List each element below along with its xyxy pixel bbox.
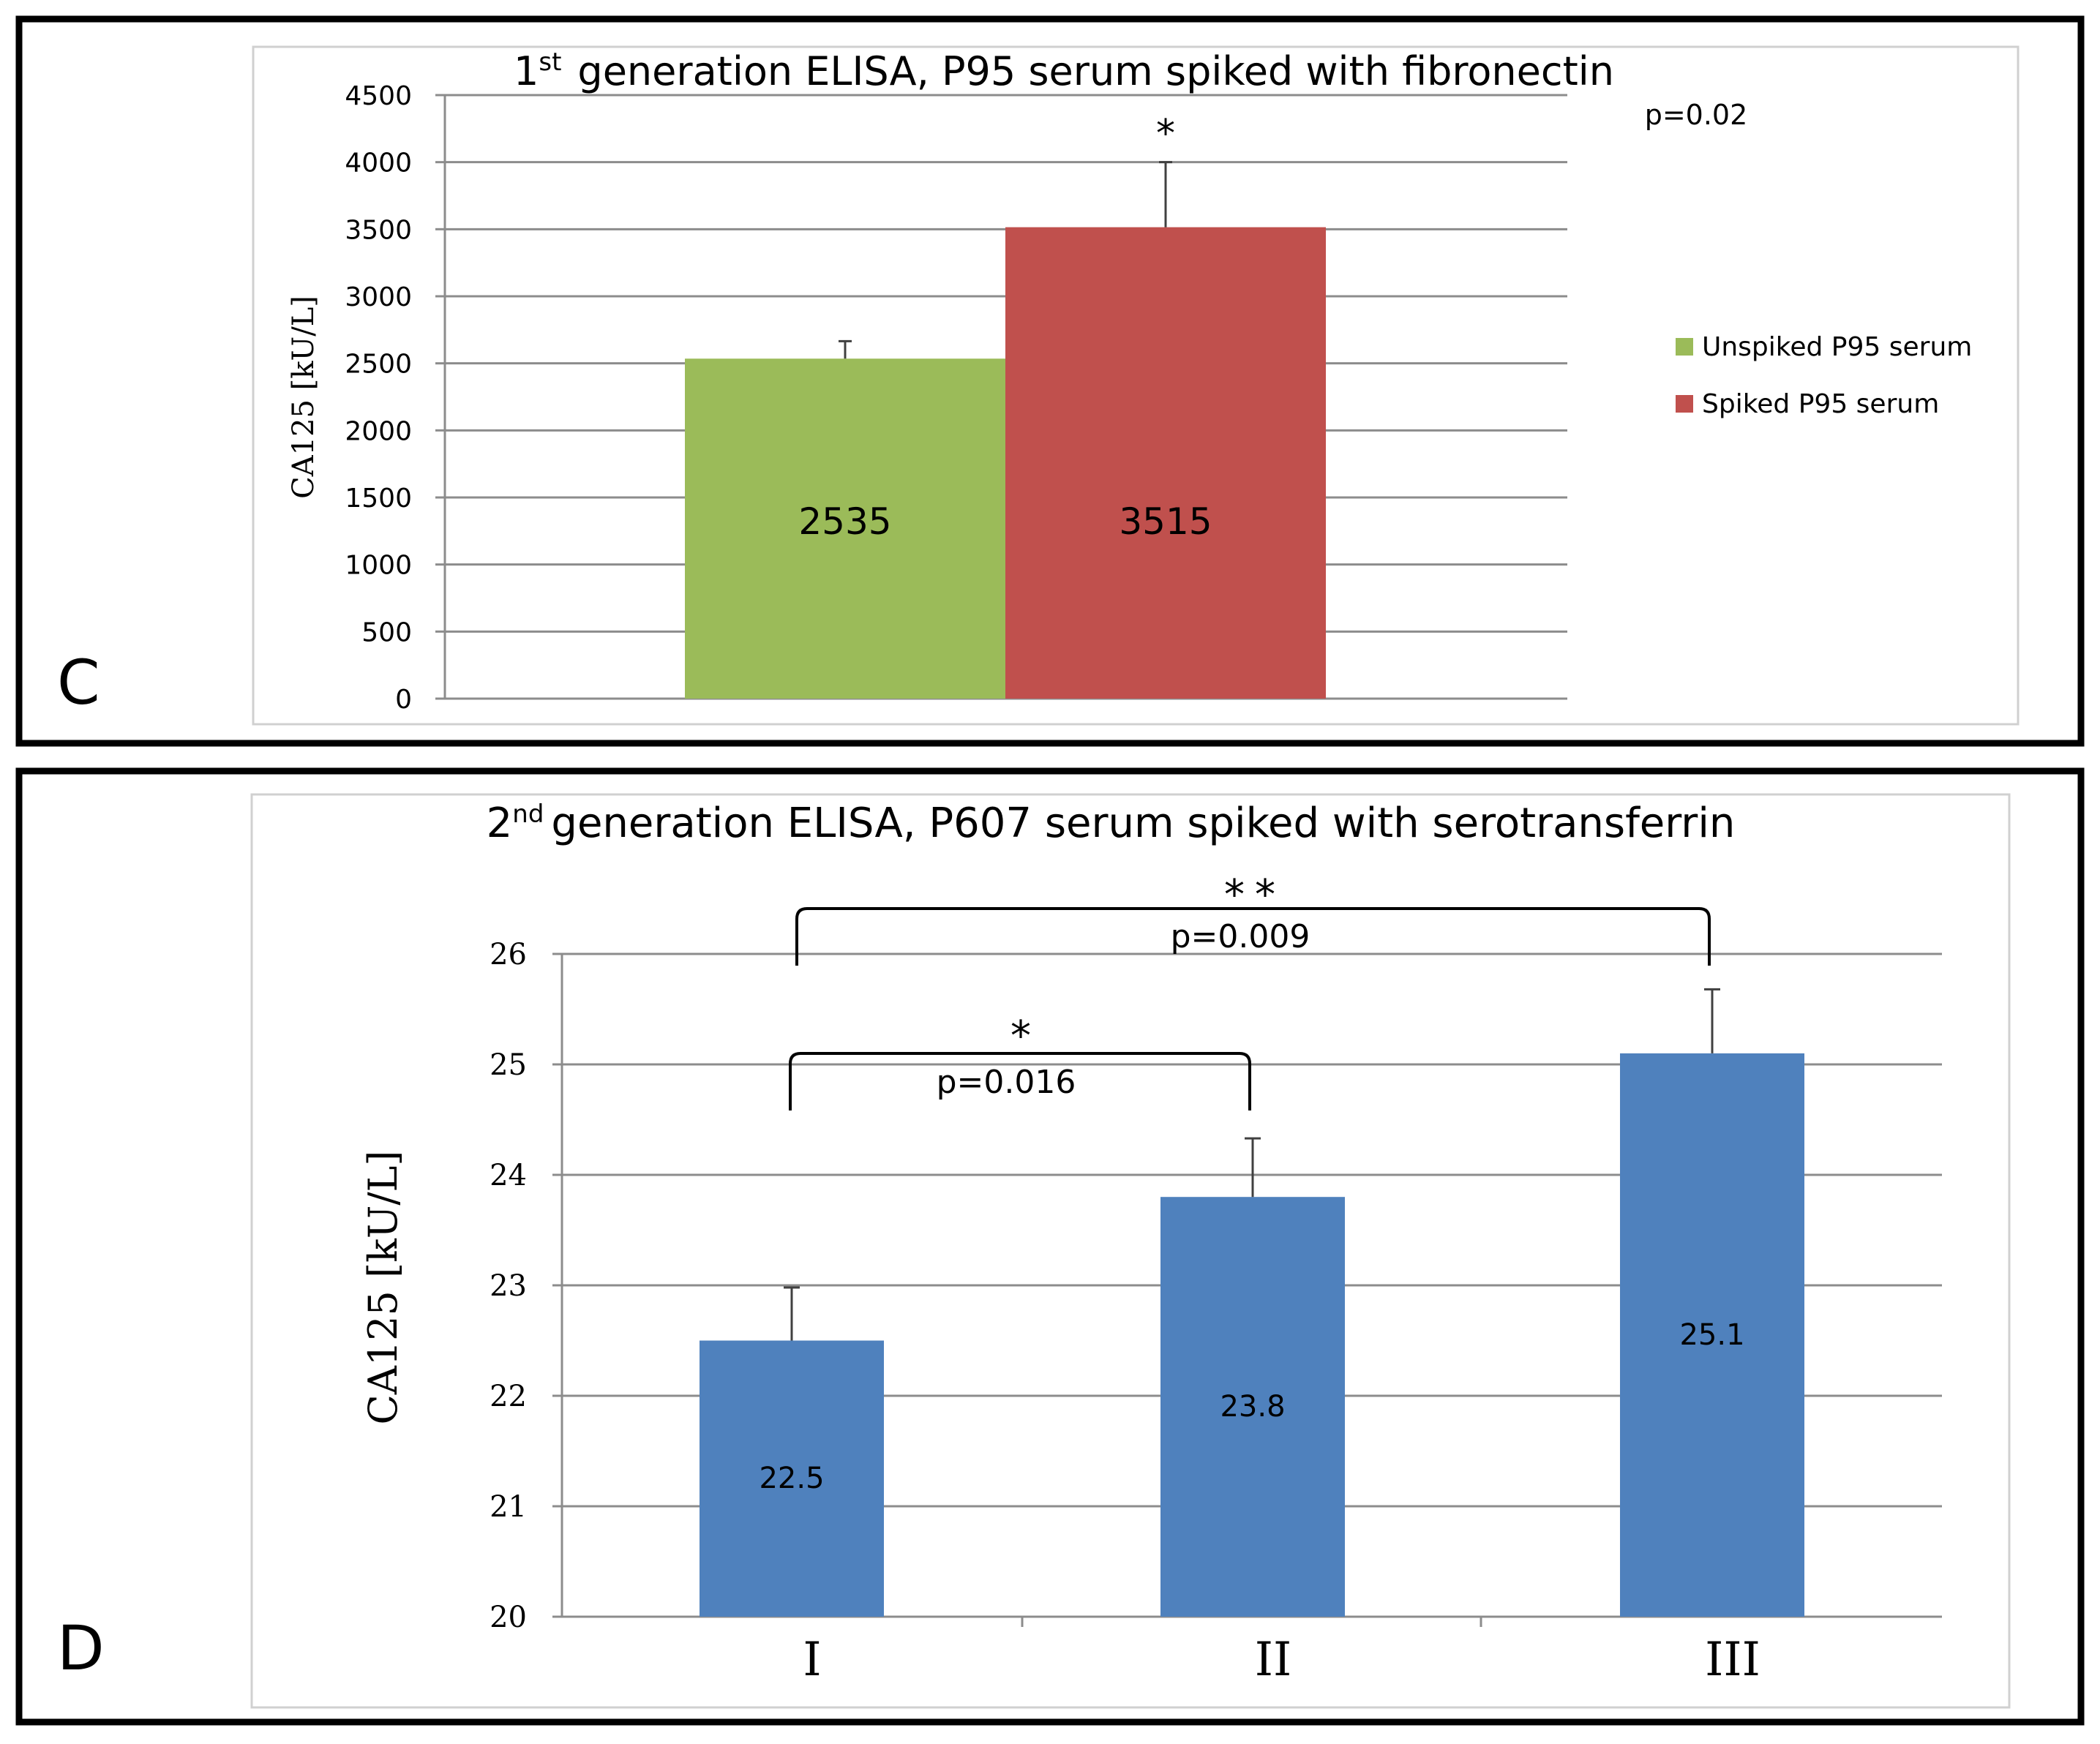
panel-d-y-tick-label: 22 bbox=[490, 1380, 527, 1413]
panel-c-title: 1st generation ELISA, P95 serum spiked wi… bbox=[514, 48, 1614, 94]
panel-d-bar bbox=[1620, 1053, 1804, 1617]
panel-c-bar-value-label: 2535 bbox=[798, 500, 891, 543]
panel-d: 2nd generation ELISA, P607 serum spiked w… bbox=[15, 767, 2085, 1726]
panel-c-legend-label: Spiked P95 serum bbox=[1702, 389, 1939, 419]
panel-d-y-tick-label: 26 bbox=[490, 938, 527, 971]
panel-c-legend-swatch bbox=[1676, 338, 1693, 356]
panel-c-y-tick-label: 1000 bbox=[345, 551, 412, 581]
panel-c-legend-label: Unspiked P95 serum bbox=[1702, 332, 1972, 362]
panel-d-y-tick-label: 24 bbox=[490, 1159, 527, 1192]
panel-c-y-tick-label: 2000 bbox=[345, 416, 412, 446]
panel-c-label: C bbox=[57, 647, 100, 718]
panel-c-y-tick-label: 500 bbox=[361, 617, 412, 647]
panel-d-title-prefix: 2 bbox=[487, 800, 513, 847]
panel-c-y-tick-label: 2500 bbox=[345, 350, 412, 380]
panel-d-bracket-i-iii bbox=[795, 907, 1711, 966]
panel-c-bars: 2535 3515 * bbox=[685, 112, 1326, 699]
panel-c-title-sup: st bbox=[539, 48, 561, 77]
panel-c-pvalue: p=0.02 bbox=[1645, 99, 1748, 131]
panel-d-y-axis-label: CA125 [kU/L] bbox=[360, 1151, 406, 1425]
panel-c-bar bbox=[1005, 227, 1326, 699]
panel-c-y-tick-label: 0 bbox=[395, 685, 412, 715]
panel-d-bracket-i-iii-pvalue: p=0.009 bbox=[1171, 918, 1310, 955]
panel-d-bar-value-label: 22.5 bbox=[759, 1462, 824, 1495]
panel-d-y-tick-label: 20 bbox=[490, 1601, 527, 1634]
panel-c-frame bbox=[15, 15, 2085, 747]
panel-d-bar-value-label: 25.1 bbox=[1679, 1318, 1744, 1352]
panel-c-legend-swatch bbox=[1676, 395, 1693, 413]
panel-d-bar bbox=[700, 1340, 884, 1617]
panel-c-y-tick-label: 4000 bbox=[345, 149, 412, 178]
panel-d-frame bbox=[15, 767, 2085, 1726]
panel-d-bar-value-label: 23.8 bbox=[1220, 1390, 1285, 1424]
panel-d-significance-brackets: * p=0.016 **p=0.009 bbox=[789, 871, 1711, 1110]
panel-c: 1st generation ELISA, P95 serum spiked wi… bbox=[15, 15, 2085, 747]
panel-c-significance-star: * bbox=[1156, 112, 1175, 156]
panel-c-y-ticks: 0 500 1000 1500 2000 2500 3000 3500 4000 4500 bbox=[345, 81, 445, 715]
panel-d-chart-area bbox=[250, 793, 2011, 1709]
panel-c-title-text: generation ELISA, P95 serum spiked with … bbox=[577, 48, 1614, 94]
panel-c-bar-value-label: 3515 bbox=[1119, 500, 1212, 543]
panel-c-y-axis-label: CA125 [kU/L] bbox=[287, 296, 320, 499]
panel-d-bars: 22.5 I 23.8 II 25.1 III bbox=[700, 988, 1804, 1687]
panel-d-y-tick-label: 21 bbox=[490, 1490, 527, 1524]
panel-c-y-tick-label: 4500 bbox=[345, 81, 412, 111]
panel-d-bracket-i-ii-stars: * bbox=[1010, 1012, 1031, 1060]
panel-c-title-prefix: 1 bbox=[514, 48, 539, 94]
panel-c-y-tick-label: 3500 bbox=[345, 215, 412, 245]
panel-d-y-ticks: 20 21 22 23 24 25 26 bbox=[490, 938, 1482, 1634]
panel-d-label: D bbox=[57, 1612, 105, 1684]
panel-c-y-tick-label: 1500 bbox=[345, 484, 412, 514]
panel-c-y-tick-label: 3000 bbox=[345, 282, 412, 312]
panel-d-y-tick-label: 23 bbox=[490, 1269, 527, 1303]
panel-d-bracket-i-ii bbox=[789, 1052, 1251, 1110]
panel-d-bracket-i-ii-pvalue: p=0.016 bbox=[937, 1064, 1076, 1101]
panel-c-bar bbox=[685, 358, 1005, 699]
panel-c-chart-area bbox=[252, 45, 2020, 726]
panel-d-title: 2nd generation ELISA, P607 serum spiked w… bbox=[487, 800, 1736, 847]
panel-d-y-tick-label: 25 bbox=[490, 1048, 527, 1082]
panel-d-bracket-i-iii-stars: ** bbox=[1224, 871, 1286, 919]
panel-d-x-tick-label: II bbox=[1255, 1633, 1292, 1687]
panel-d-bar bbox=[1160, 1197, 1345, 1617]
panel-d-title-text: generation ELISA, P607 serum spiked with… bbox=[551, 800, 1735, 847]
panel-d-title-sup: nd bbox=[512, 800, 544, 829]
panel-d-x-tick-label: III bbox=[1705, 1633, 1760, 1687]
panel-c-legend: Unspiked P95 serum Spiked P95 serum bbox=[1676, 332, 1972, 419]
panel-d-x-tick-label: I bbox=[803, 1633, 821, 1687]
